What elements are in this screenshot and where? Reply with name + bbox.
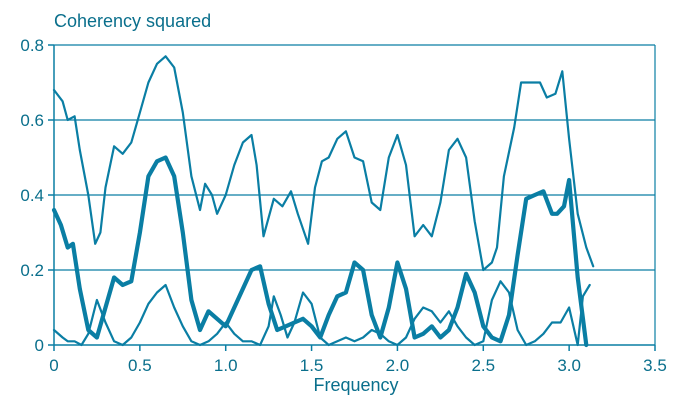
x-tick-label-3: 1.5 bbox=[300, 356, 324, 375]
series-line-lower-thin bbox=[52, 280, 591, 347]
x-tick-label-0: 0 bbox=[49, 356, 58, 375]
y-axis-title: Coherency squared bbox=[54, 11, 211, 31]
y-tick-label-0: 0 bbox=[35, 336, 44, 355]
y-tick-label-2: 0.4 bbox=[20, 186, 44, 205]
y-tick-label-3: 0.6 bbox=[20, 111, 44, 130]
series-line-upper-thin bbox=[52, 55, 595, 272]
y-axis-ticks: 0 0.2 0.4 0.6 0.8 bbox=[20, 36, 54, 355]
y-tick-label-1: 0.2 bbox=[20, 261, 44, 280]
x-tick-label-7: 3.5 bbox=[643, 356, 667, 375]
x-tick-label-4: 2.0 bbox=[386, 356, 410, 375]
x-tick-label-1: 0.5 bbox=[128, 356, 152, 375]
x-tick-label-5: 2.5 bbox=[471, 356, 495, 375]
x-axis-ticks: 0 0.5 1.0 1.5 2.0 2.5 3.0 3.5 bbox=[49, 345, 667, 375]
series-lines bbox=[51, 55, 595, 348]
x-tick-label-6: 3.0 bbox=[557, 356, 581, 375]
y-tick-label-4: 0.8 bbox=[20, 36, 44, 55]
x-tick-label-2: 1.0 bbox=[214, 356, 238, 375]
series-line-middle-thick bbox=[51, 155, 589, 348]
x-axis-title: Frequency bbox=[313, 375, 398, 395]
